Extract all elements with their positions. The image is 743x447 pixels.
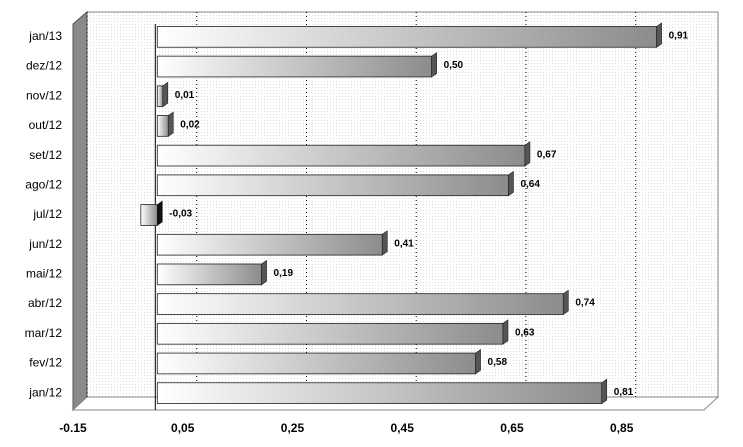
side-wall xyxy=(72,10,88,412)
bar xyxy=(156,293,564,315)
value-label: 0,64 xyxy=(520,179,540,190)
bar xyxy=(156,233,383,256)
bar-side xyxy=(563,289,569,316)
y-tick-label: set/12 xyxy=(29,148,62,162)
bar xyxy=(156,26,658,48)
y-tick-label: mai/12 xyxy=(26,267,62,281)
bar-side xyxy=(656,22,662,48)
bar-side xyxy=(601,378,608,405)
value-label: 0,58 xyxy=(488,357,508,368)
bar xyxy=(156,263,262,286)
value-label: 0,67 xyxy=(537,149,557,160)
bar xyxy=(156,322,504,345)
y-tick-label: out/12 xyxy=(29,118,63,132)
bar-side xyxy=(162,81,169,108)
y-tick-label: nov/12 xyxy=(26,88,62,102)
bar-side xyxy=(261,259,267,286)
value-label: 0,81 xyxy=(614,387,634,398)
x-tick-label: 0,45 xyxy=(391,421,415,435)
y-tick-label: fev/12 xyxy=(29,356,62,370)
value-label: 0,91 xyxy=(669,30,689,41)
bar xyxy=(156,174,509,197)
y-tick-label: jul/12 xyxy=(32,207,62,221)
bar-side xyxy=(502,319,509,345)
bar xyxy=(156,352,476,375)
x-tick-label: -0.15 xyxy=(59,421,87,435)
value-label: 0,19 xyxy=(274,268,294,279)
bar xyxy=(156,55,433,78)
y-tick-label: abr/12 xyxy=(28,296,62,310)
bar-side xyxy=(157,200,163,226)
value-label: 0,50 xyxy=(444,60,464,71)
value-label: 0,63 xyxy=(515,327,535,338)
y-tick-label: mar/12 xyxy=(25,326,63,340)
value-label: -0,03 xyxy=(169,209,192,220)
x-tick-label: 0,65 xyxy=(500,421,524,435)
y-tick-label: jan/12 xyxy=(28,385,62,399)
value-label: 0,41 xyxy=(394,238,414,249)
bar xyxy=(156,85,164,108)
x-tick-label: 0,05 xyxy=(171,421,195,435)
bar xyxy=(156,144,526,167)
bar-side xyxy=(475,348,481,375)
value-label: 0,02 xyxy=(180,120,200,131)
y-tick-label: jun/12 xyxy=(28,237,62,251)
bar-side xyxy=(524,141,531,167)
value-label: 0,74 xyxy=(575,298,595,309)
x-tick-label: 0,85 xyxy=(610,421,634,435)
y-tick-label: ago/12 xyxy=(25,177,62,191)
bar-side xyxy=(381,230,388,256)
bar xyxy=(156,382,603,404)
y-tick-label: dez/12 xyxy=(26,59,62,73)
bar-side xyxy=(431,52,437,78)
bar-side xyxy=(508,170,514,197)
value-label: 0,01 xyxy=(175,90,195,101)
bar xyxy=(140,204,158,226)
y-tick-label: jan/13 xyxy=(28,29,62,43)
bar xyxy=(156,115,169,137)
bar-side xyxy=(167,111,174,137)
x-tick-label: 0,25 xyxy=(281,421,305,435)
